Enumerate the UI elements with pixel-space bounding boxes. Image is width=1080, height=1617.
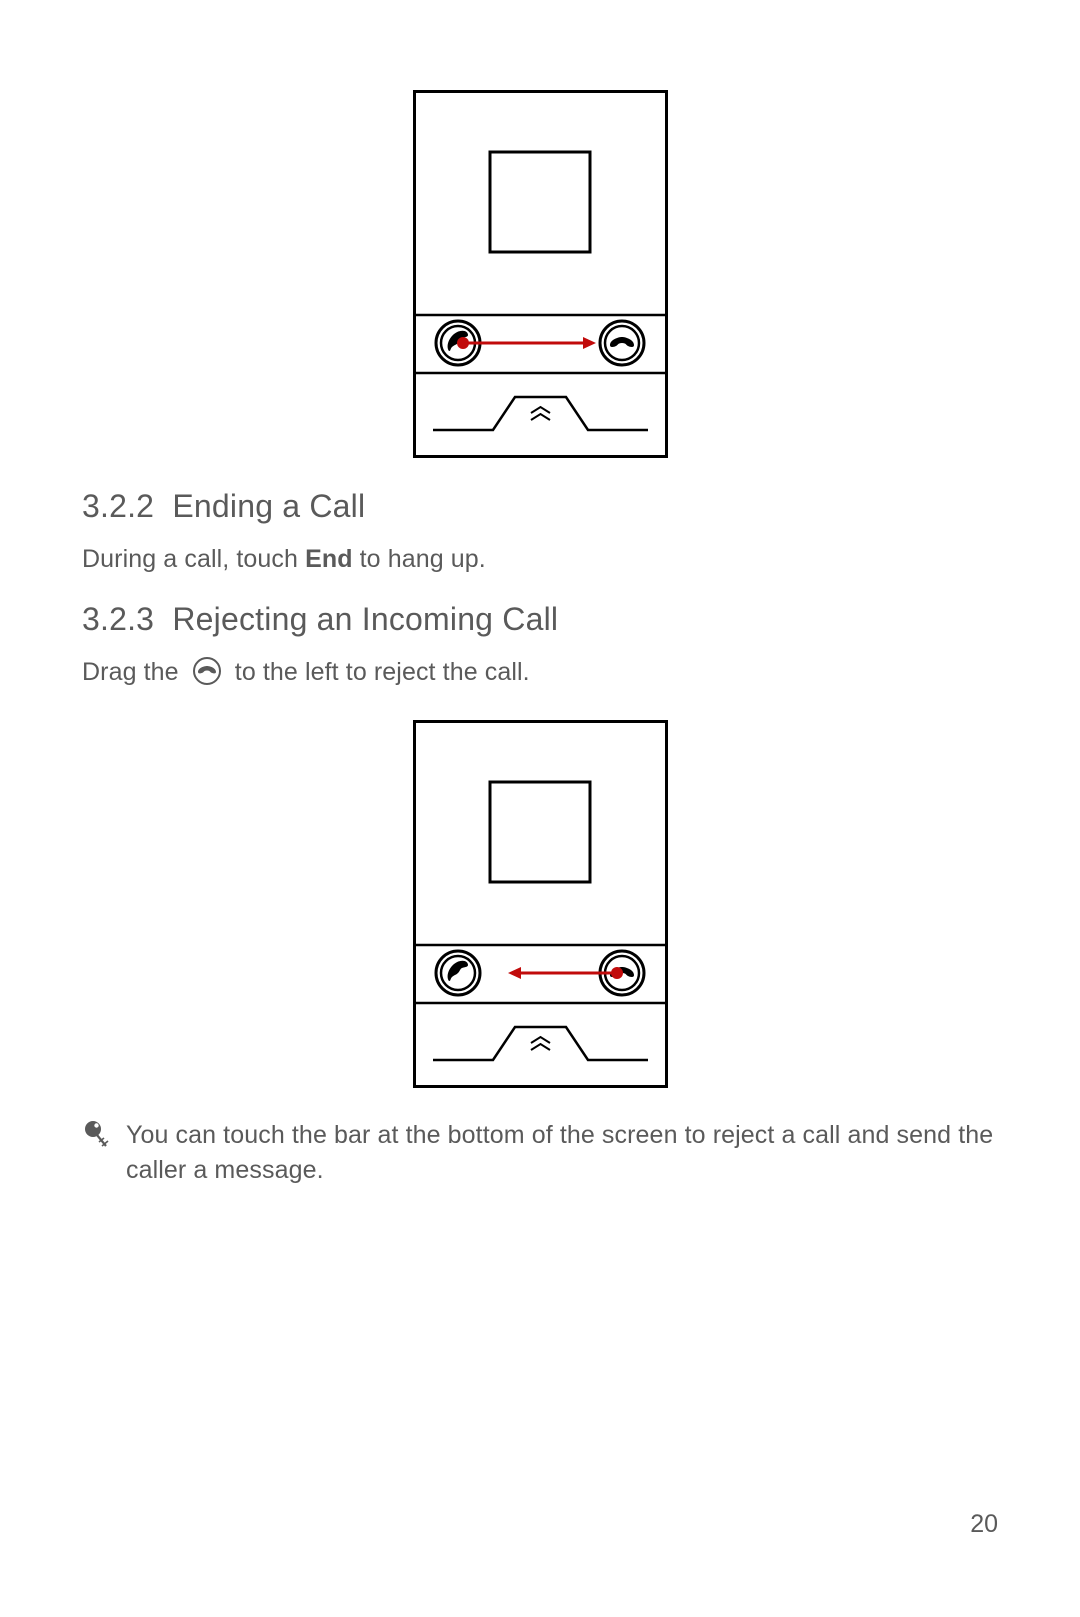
rejecting-call-text: Drag the to the left to reject the call. — [82, 656, 998, 696]
diagram-reject-call — [82, 720, 998, 1088]
section-number: 3.2.3 — [82, 601, 154, 637]
page-number: 20 — [970, 1510, 998, 1539]
section-number: 3.2.2 — [82, 488, 154, 524]
reject-pre: Drag the — [82, 658, 186, 686]
tip-text: You can touch the bar at the bottom of t… — [126, 1118, 998, 1188]
section-title: Ending a Call — [172, 488, 365, 524]
reject-post: to the left to reject the call. — [228, 658, 530, 686]
ending-post: to hang up. — [353, 545, 486, 573]
section-heading-ending-call: 3.2.2 Ending a Call — [82, 488, 998, 525]
ending-call-text: During a call, touch End to hang up. — [82, 543, 998, 577]
ending-pre: During a call, touch — [82, 545, 305, 573]
section-title: Rejecting an Incoming Call — [172, 601, 558, 637]
ending-bold: End — [305, 545, 353, 573]
diagram-answer-call — [82, 90, 998, 458]
phone-diagram-answer — [413, 90, 668, 458]
phone-diagram-reject — [413, 720, 668, 1088]
answer-icon — [436, 951, 480, 995]
tip-icon — [82, 1120, 110, 1155]
tip-row: You can touch the bar at the bottom of t… — [82, 1118, 998, 1188]
end-call-inline-icon — [192, 656, 222, 696]
section-heading-rejecting-call: 3.2.3 Rejecting an Incoming Call — [82, 601, 998, 638]
end-icon — [600, 321, 644, 365]
document-page: 3.2.2 Ending a Call During a call, touch… — [0, 0, 1080, 1617]
